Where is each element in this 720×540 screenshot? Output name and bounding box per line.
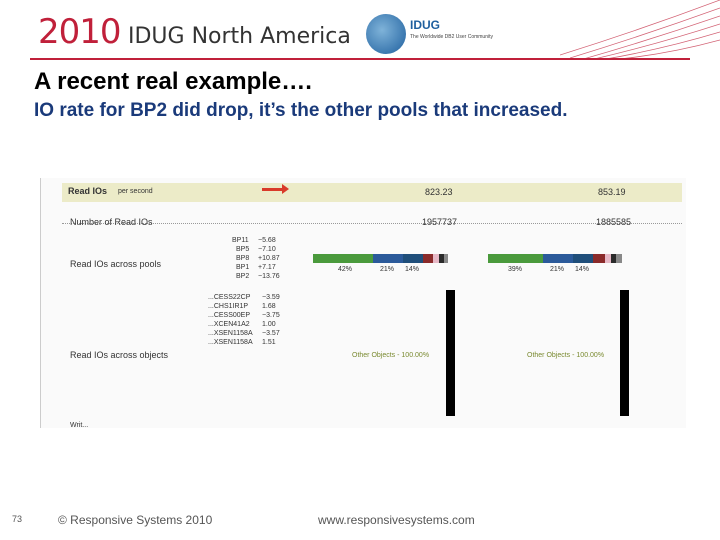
pool-pct: 21% <box>550 266 565 273</box>
pool-name: BP8 <box>236 255 250 262</box>
logo-text: IDUG <box>410 18 440 32</box>
slide-subtitle: IO rate for BP2 did drop, it’s the other… <box>34 100 568 121</box>
bar-segment <box>593 254 605 263</box>
bar-segment <box>313 254 373 263</box>
object-name: ...CHS1IR1P <box>208 303 249 310</box>
object-delta: −3.59 <box>262 294 280 301</box>
read-ios-label: Read IOs <box>68 186 108 196</box>
pool-pct: 21% <box>380 266 395 273</box>
object-bar-2 <box>620 290 629 416</box>
logo-tagline: The Worldwide DB2 User Community <box>410 34 493 40</box>
num-read-ios-value-1: 1957737 <box>422 217 458 227</box>
bar-segment <box>403 254 423 263</box>
bar-segment <box>444 254 448 263</box>
bar-segment <box>488 254 543 263</box>
pool-delta: +10.87 <box>258 255 280 262</box>
object-name: ...CESS22CP <box>208 294 251 301</box>
conference-name: IDUG North America <box>128 24 351 49</box>
object-name: ...XCEN41A2 <box>208 321 250 328</box>
write-ios-label: Writ... <box>70 422 89 429</box>
pool-pct: 42% <box>338 266 353 273</box>
other-objects-2: Other Objects - 100.00% <box>527 352 605 359</box>
bar-segment <box>573 254 593 263</box>
object-name: ...CESS00EP <box>208 312 251 319</box>
bar-segment <box>433 254 439 263</box>
bar-segment <box>423 254 433 263</box>
object-delta: 1.51 <box>262 339 276 346</box>
decorative-swoosh <box>560 0 720 60</box>
object-name: ...XSEN1158A <box>208 330 253 337</box>
header-rule <box>30 58 690 60</box>
pool-pct: 14% <box>575 266 590 273</box>
objects-label: Read IOs across objects <box>70 350 169 360</box>
arrow-icon <box>262 188 282 191</box>
arrow-head-icon <box>282 184 289 194</box>
bar-segment <box>543 254 573 263</box>
slide-title: A recent real example…. <box>34 68 312 95</box>
pools-label: Read IOs across pools <box>70 259 162 269</box>
read-ios-value-2: 853.19 <box>598 187 626 197</box>
num-read-ios-value-2: 1885585 <box>596 217 632 227</box>
object-name: ...XSEN1158A <box>208 339 253 346</box>
object-bar-1 <box>446 290 455 416</box>
pool-delta: −5.68 <box>258 237 276 244</box>
other-objects-1: Other Objects - 100.00% <box>352 352 430 359</box>
bar-segment <box>616 254 622 263</box>
website-url: www.responsivesystems.com <box>318 513 475 527</box>
pool-delta: −7.10 <box>258 246 276 253</box>
pool-name: BP2 <box>236 273 250 280</box>
read-ios-row <box>62 183 682 202</box>
pool-name: BP5 <box>236 246 250 253</box>
bar-segment <box>439 254 444 263</box>
pool-pct: 39% <box>508 266 523 273</box>
pool-name: BP1 <box>236 264 250 271</box>
pool-name: BP11 <box>232 237 249 244</box>
pool-pct: 14% <box>405 266 420 273</box>
read-ios-value-1: 823.23 <box>425 187 453 197</box>
object-delta: −3.57 <box>262 330 280 337</box>
bar-segment <box>605 254 611 263</box>
bar-segment <box>373 254 403 263</box>
pool-bar-1 <box>313 254 448 263</box>
copyright: © Responsive Systems 2010 <box>58 513 213 527</box>
page-number: 73 <box>12 514 23 524</box>
read-ios-unit: per second <box>118 188 153 195</box>
object-delta: −3.75 <box>262 312 280 319</box>
bar-segment <box>611 254 616 263</box>
idug-globe-icon <box>366 14 406 54</box>
pool-delta: −13.76 <box>258 273 280 280</box>
row-divider <box>62 223 682 224</box>
object-delta: 1.68 <box>262 303 276 310</box>
report-screenshot <box>40 178 686 428</box>
conference-year: 2010 <box>38 12 122 52</box>
pool-delta: +7.17 <box>258 264 276 271</box>
num-read-ios-label: Number of Read IOs <box>70 217 153 227</box>
object-delta: 1.00 <box>262 321 276 328</box>
pool-bar-2 <box>488 254 622 263</box>
